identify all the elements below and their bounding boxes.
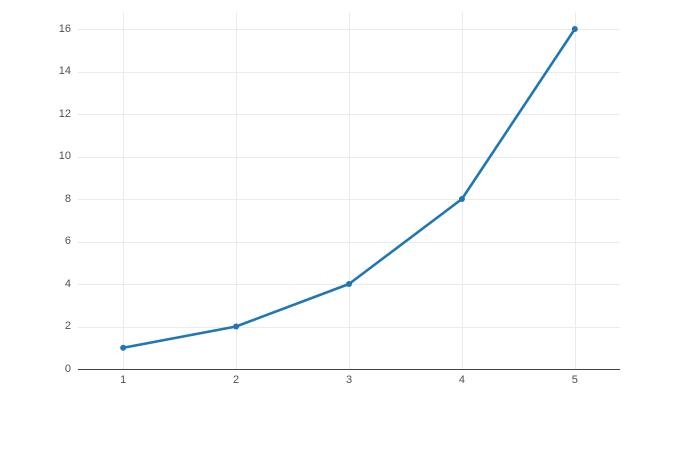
gridline-vertical: [574, 12, 576, 369]
x-axis-line: [78, 369, 620, 371]
y-axis-tick-label: 12: [58, 107, 71, 120]
data-point-marker: [346, 281, 352, 287]
y-axis-tick-label: 16: [58, 22, 71, 35]
y-axis-tick-label: 10: [58, 150, 71, 162]
data-point-marker: [571, 26, 578, 32]
gridline-vertical: [461, 12, 463, 369]
y-axis-tick-label: 6: [64, 235, 71, 247]
y-axis-tick-label: 0: [64, 362, 71, 375]
y-axis-tick-label: 2: [64, 320, 71, 332]
y-axis-tick-label: 4: [64, 277, 71, 290]
y-axis-tick-label: 8: [64, 192, 71, 205]
x-axis-tick-label: 2: [233, 374, 240, 386]
series-markers: [120, 26, 578, 351]
x-axis-tick-label: 1: [120, 374, 127, 386]
data-point-marker: [233, 323, 240, 330]
gridline-vertical: [349, 12, 350, 369]
y-axis-tick-label: 14: [58, 65, 71, 77]
gridline-vertical: [123, 12, 125, 369]
gridline-vertical: [236, 12, 238, 369]
series-line: [121, 27, 577, 350]
y-axis-tick-labels: 0 2 4 6 8 10 12 14 16: [0, 0, 71, 450]
x-axis-tick-label: 5: [571, 374, 578, 386]
data-point-marker: [458, 196, 465, 202]
data-point-marker: [120, 344, 127, 351]
x-axis-tick-label: 4: [458, 374, 465, 386]
x-axis-tick-label: 3: [345, 374, 353, 386]
